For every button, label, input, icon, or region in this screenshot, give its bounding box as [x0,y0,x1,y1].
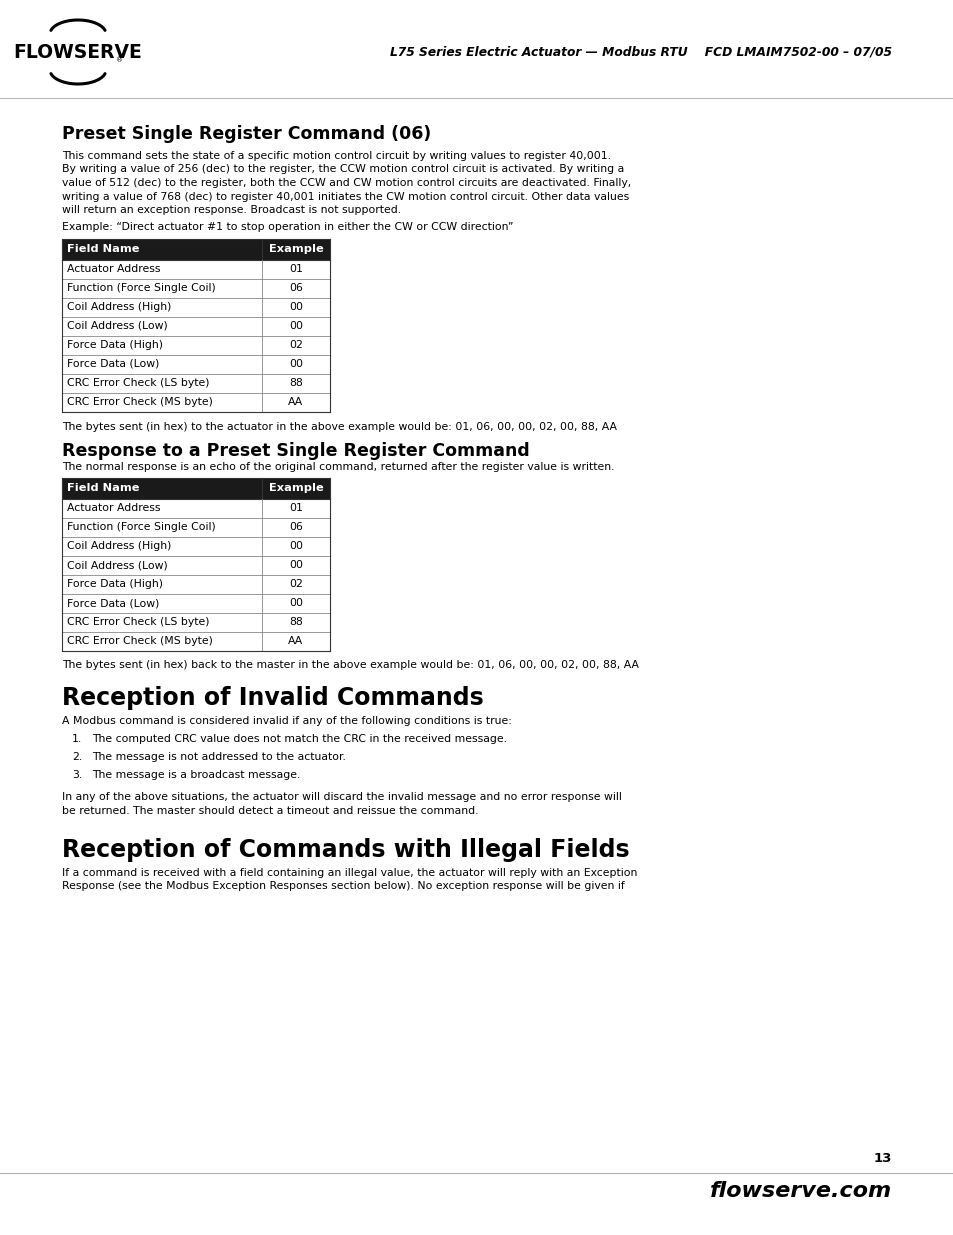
Text: will return an exception response. Broadcast is not supported.: will return an exception response. Broad… [62,205,400,215]
Text: flowserve.com: flowserve.com [709,1181,891,1200]
Text: AA: AA [288,396,303,408]
Text: Response (see the Modbus Exception Responses section below). No exception respon: Response (see the Modbus Exception Respo… [62,881,624,890]
Text: Response to a Preset Single Register Command: Response to a Preset Single Register Com… [62,441,529,459]
Text: 00: 00 [289,559,303,571]
Text: 00: 00 [289,303,303,312]
Text: CRC Error Check (MS byte): CRC Error Check (MS byte) [67,636,213,646]
Text: 2.: 2. [71,752,82,762]
Text: 00: 00 [289,321,303,331]
Text: Example: “Direct actuator #1 to stop operation in either the CW or CCW direction: Example: “Direct actuator #1 to stop ope… [62,222,513,232]
Bar [62,478,330,499]
Text: FLOWSERVE: FLOWSERVE [13,42,142,62]
Text: 02: 02 [289,579,303,589]
Text: 88: 88 [289,618,302,627]
Text: 88: 88 [289,378,302,388]
Text: If a command is received with a field containing an illegal value, the actuator : If a command is received with a field co… [62,867,637,878]
Text: 1.: 1. [71,735,82,745]
Text: The message is not addressed to the actuator.: The message is not addressed to the actu… [91,752,346,762]
Text: 01: 01 [289,264,303,274]
Text: By writing a value of 256 (dec) to the register, the CCW motion control circuit : By writing a value of 256 (dec) to the r… [62,164,623,174]
Text: ®: ® [116,57,123,63]
Text: Coil Address (High): Coil Address (High) [67,303,172,312]
Text: The normal response is an echo of the original command, returned after the regis: The normal response is an echo of the or… [62,462,614,472]
Text: Force Data (Low): Force Data (Low) [67,598,159,608]
Text: Example: Example [269,483,323,493]
Text: value of 512 (dec) to the register, both the CCW and CW motion control circuits : value of 512 (dec) to the register, both… [62,178,631,188]
Text: Function (Force Single Coil): Function (Force Single Coil) [67,522,215,532]
Text: 13: 13 [873,1152,891,1166]
Text: Coil Address (High): Coil Address (High) [67,541,172,551]
Text: Actuator Address: Actuator Address [67,503,160,513]
Text: Function (Force Single Coil): Function (Force Single Coil) [67,283,215,293]
Text: Force Data (Low): Force Data (Low) [67,359,159,369]
Text: 06: 06 [289,283,303,293]
Text: Field Name: Field Name [67,245,139,254]
Text: The message is a broadcast message.: The message is a broadcast message. [91,771,300,781]
Text: A Modbus command is considered invalid if any of the following conditions is tru: A Modbus command is considered invalid i… [62,716,512,726]
Text: 00: 00 [289,598,303,608]
Text: Preset Single Register Command (06): Preset Single Register Command (06) [62,125,431,143]
Text: 00: 00 [289,541,303,551]
Text: The computed CRC value does not match the CRC in the received message.: The computed CRC value does not match th… [91,735,506,745]
Text: writing a value of 768 (dec) to register 40,001 initiates the CW motion control : writing a value of 768 (dec) to register… [62,191,629,201]
Bar [62,238,330,259]
Text: be returned. The master should detect a timeout and reissue the command.: be returned. The master should detect a … [62,806,478,816]
Text: 06: 06 [289,522,303,532]
Text: This command sets the state of a specific motion control circuit by writing valu: This command sets the state of a specifi… [62,151,610,161]
Text: L75 Series Electric Actuator — Modbus RTU    FCD LMAIM7502-00 – 07/05: L75 Series Electric Actuator — Modbus RT… [390,46,891,58]
Text: Reception of Invalid Commands: Reception of Invalid Commands [62,687,483,710]
Text: In any of the above situations, the actuator will discard the invalid message an: In any of the above situations, the actu… [62,793,621,803]
Text: 00: 00 [289,359,303,369]
Text: Actuator Address: Actuator Address [67,264,160,274]
Text: The bytes sent (in hex) back to the master in the above example would be: 01, 06: The bytes sent (in hex) back to the mast… [62,661,639,671]
Text: Example: Example [269,245,323,254]
Text: AA: AA [288,636,303,646]
Text: 02: 02 [289,340,303,350]
Text: The bytes sent (in hex) to the actuator in the above example would be: 01, 06, 0: The bytes sent (in hex) to the actuator … [62,421,617,431]
Text: CRC Error Check (LS byte): CRC Error Check (LS byte) [67,378,210,388]
Text: 01: 01 [289,503,303,513]
Text: Force Data (High): Force Data (High) [67,579,163,589]
Text: Field Name: Field Name [67,483,139,493]
Text: Reception of Commands with Illegal Fields: Reception of Commands with Illegal Field… [62,837,629,862]
Text: 3.: 3. [71,771,82,781]
Text: Coil Address (Low): Coil Address (Low) [67,321,168,331]
Text: CRC Error Check (LS byte): CRC Error Check (LS byte) [67,618,210,627]
Text: Coil Address (Low): Coil Address (Low) [67,559,168,571]
Text: CRC Error Check (MS byte): CRC Error Check (MS byte) [67,396,213,408]
Text: Force Data (High): Force Data (High) [67,340,163,350]
